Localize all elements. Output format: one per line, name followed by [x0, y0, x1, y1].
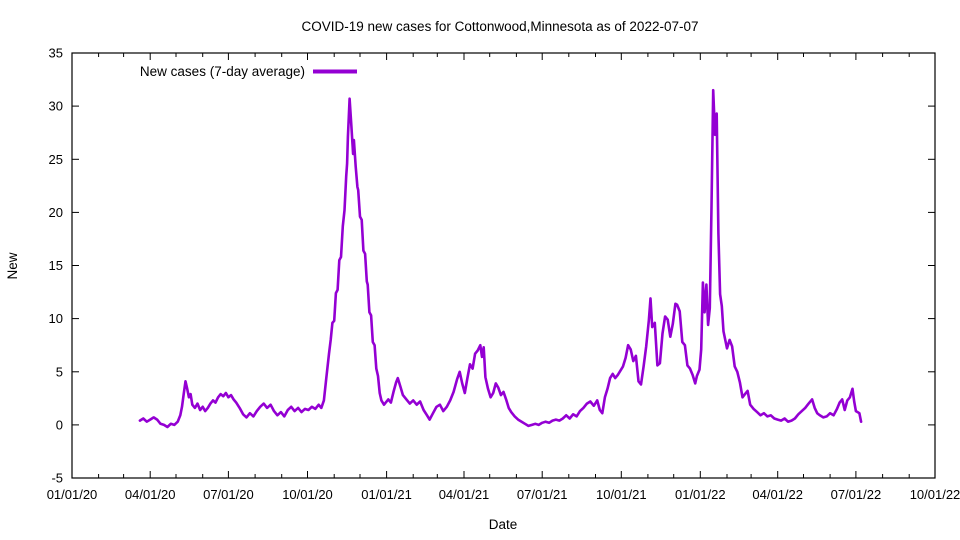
chart-title: COVID-19 new cases for Cottonwood,Minnes…	[302, 19, 699, 34]
x-axis-label: Date	[489, 517, 518, 532]
y-tick-label: -5	[51, 471, 63, 486]
x-tick-label: 10/01/20	[282, 487, 333, 502]
x-tick-label: 10/01/21	[596, 487, 647, 502]
y-tick-label: 30	[49, 99, 63, 114]
x-tick-label: 01/01/22	[675, 487, 726, 502]
y-tick-label: 5	[56, 364, 63, 379]
x-tick-label: 04/01/21	[439, 487, 490, 502]
x-tick-label: 01/01/21	[361, 487, 412, 502]
x-tick-label: 01/01/20	[47, 487, 98, 502]
y-tick-label: 20	[49, 205, 63, 220]
legend-label: New cases (7-day average)	[140, 64, 305, 79]
x-tick-label: 10/01/22	[910, 487, 960, 502]
x-tick-label: 04/01/20	[125, 487, 176, 502]
x-tick-label: 04/01/22	[752, 487, 803, 502]
x-tick-label: 07/01/20	[203, 487, 254, 502]
y-tick-label: 25	[49, 152, 63, 167]
y-tick-label: 10	[49, 311, 63, 326]
x-tick-label: 07/01/22	[831, 487, 882, 502]
axis-ticks: 01/01/20 04/01/20 07/01/20 10/01/20 01/01/21…	[47, 46, 960, 503]
plot-border	[71, 52, 936, 479]
y-tick-label: 15	[49, 258, 63, 273]
new-cases-line	[138, 88, 863, 429]
y-tick-label: 0	[56, 417, 63, 432]
x-tick-label: 07/01/21	[517, 487, 568, 502]
series-layer	[138, 88, 863, 429]
y-axis-label: New	[5, 252, 20, 279]
y-tick-label: 35	[49, 46, 63, 61]
